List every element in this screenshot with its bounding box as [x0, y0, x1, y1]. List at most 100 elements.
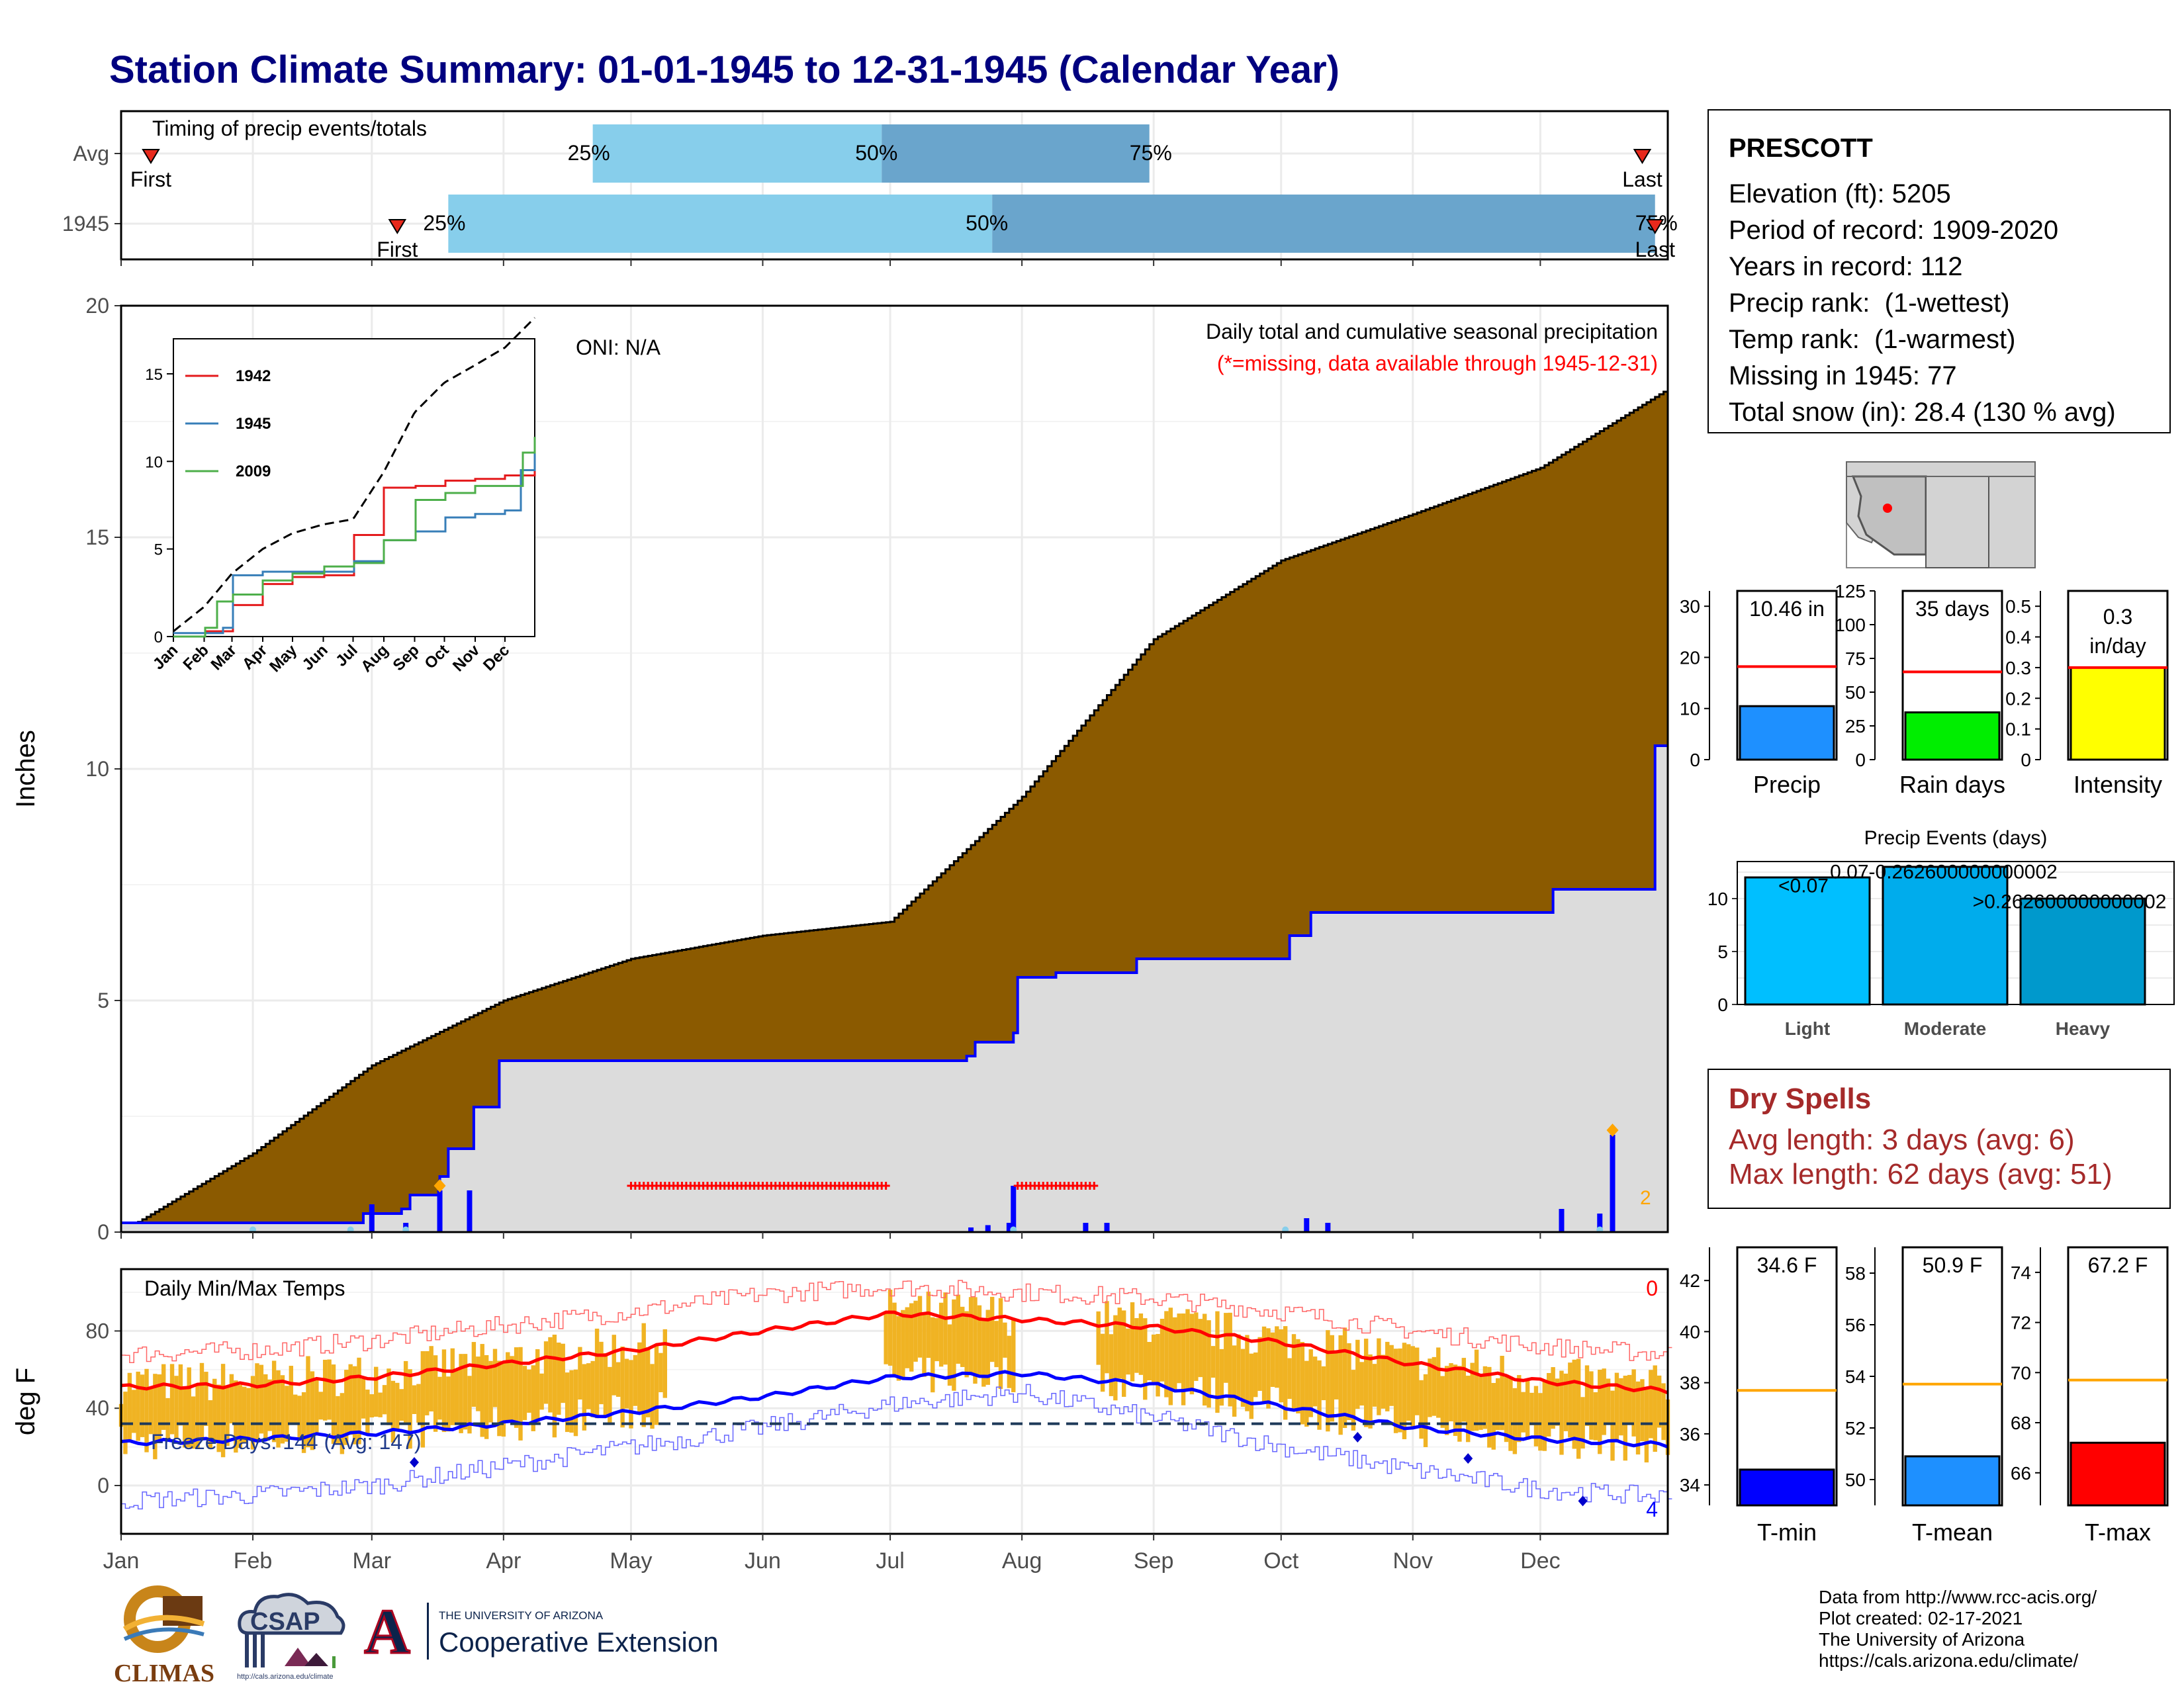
timing-bar-q2: [592, 124, 882, 183]
rain-days-chart: 0 25 50 75 100 125 35 days Rain days: [1835, 581, 2005, 798]
rain-days-chart-value-bar: [1904, 711, 2001, 761]
temp-panel-border: [120, 1268, 1669, 1535]
dry-spells-title: Dry Spells: [1729, 1083, 1872, 1115]
temp-daily-bar: [378, 1392, 383, 1417]
tmean-chart-y-tick-label: 54: [1845, 1366, 1866, 1387]
temp-daily-bar: [569, 1370, 574, 1433]
precip-events-category-label: Moderate: [1904, 1018, 1986, 1039]
temp-daily-bar: [1202, 1313, 1207, 1406]
temp-daily-bar: [178, 1364, 183, 1426]
temp-daily-bar: [488, 1360, 493, 1423]
temp-daily-bar: [148, 1388, 154, 1435]
temp-daily-bar: [1291, 1334, 1297, 1411]
temp-record-line: [121, 1384, 1672, 1510]
rain-days-chart-category-label: Rain days: [1899, 771, 2005, 798]
temp-daily-bar: [1236, 1334, 1241, 1398]
temp-daily-bar: [633, 1355, 638, 1406]
temp-daily-bar: [459, 1354, 463, 1433]
temp-daily-bar: [1598, 1369, 1602, 1454]
temp-daily-bar: [1559, 1370, 1564, 1455]
temp-daily-bar: [234, 1380, 238, 1453]
temp-daily-bar: [327, 1359, 332, 1420]
temp-daily-bar: [1432, 1356, 1437, 1416]
temp-daily-bar: [1398, 1348, 1402, 1433]
temp-daily-bar: [1185, 1309, 1190, 1391]
temp-daily-bar: [395, 1382, 400, 1429]
temp-y-axis-label: deg F: [11, 1368, 40, 1435]
temp-daily-bar: [582, 1364, 587, 1431]
temp-daily-bar: [132, 1390, 136, 1433]
temp-daily-bar: [938, 1302, 944, 1367]
timing-first-marker: [142, 149, 160, 164]
precip-events-bar-label: <0.07: [1778, 875, 1829, 897]
temp-daily-bar: [183, 1387, 187, 1448]
csap-logo: CSAP http://cals.arizona.edu/climate: [232, 1587, 351, 1686]
temp-record-line: [121, 1280, 1672, 1364]
temp-daily-bar: [1551, 1367, 1555, 1429]
temp-daily-bar: [1126, 1328, 1130, 1375]
tmean-chart: 50 52 54 56 58 50.9 F T-mean: [1845, 1246, 2003, 1546]
intensity-chart-y-tick-label: 0.4: [2005, 627, 2031, 648]
temp-freeze-label: Freeze Days: 144 (Avg: 147): [151, 1430, 422, 1454]
temp-daily-bar: [1347, 1343, 1351, 1421]
temp-daily-bar: [1359, 1362, 1364, 1406]
temp-daily-bar: [654, 1346, 659, 1425]
temp-daily-bar: [429, 1346, 433, 1412]
precip-y-tick-label: 5: [97, 989, 109, 1012]
temp-daily-bar: [1143, 1318, 1148, 1400]
temp-daily-bar: [501, 1362, 506, 1437]
temp-daily-bar: [1151, 1334, 1156, 1382]
temp-daily-bar: [1368, 1354, 1373, 1429]
temp-daily-bar: [994, 1321, 999, 1368]
temp-daily-bar: [952, 1299, 956, 1391]
temp-daily-bar: [1275, 1326, 1279, 1388]
precip-events-category-label: Heavy: [2056, 1018, 2111, 1039]
precip-events-chart: Precip Events (days) 0 5 10 Light Moderate Hea…: [1707, 827, 2175, 1039]
timing-first-marker: [388, 219, 407, 234]
temp-daily-bar: [390, 1380, 396, 1443]
temp-daily-bar: [293, 1394, 298, 1425]
temp-daily-bar: [446, 1376, 451, 1432]
timing-panel: 25%50%75%FirstLastAvg25%50%75%FirstLast1…: [62, 110, 1678, 266]
temp-daily-bar: [1121, 1310, 1126, 1397]
temp-daily-bar: [229, 1374, 234, 1424]
temp-daily-bar: [1156, 1333, 1160, 1397]
month-axis-label: Apr: [486, 1548, 521, 1574]
temp-daily-bar: [917, 1296, 923, 1358]
temp-daily-bar: [1181, 1313, 1186, 1405]
precip-events-bar-label: >0.262600000000002: [1973, 891, 2167, 912]
temp-daily-bar: [1377, 1338, 1381, 1415]
precip-y-axis-label: Inches: [11, 730, 40, 808]
precip-total-chart-y-tick-label: 20: [1680, 647, 1700, 668]
temp-daily-bar: [1614, 1372, 1619, 1443]
temp-daily-bar: [1287, 1358, 1292, 1399]
temp-daily-bar: [1423, 1374, 1428, 1448]
temp-daily-bar: [964, 1311, 969, 1378]
temp-daily-bar: [1381, 1355, 1386, 1409]
temp-daily-bar: [1253, 1352, 1258, 1398]
intensity-chart-value-unit: in/day: [2089, 634, 2146, 658]
temp-daily-bar: [157, 1374, 161, 1443]
temp-daily-bar: [276, 1370, 281, 1448]
precip-1945-area: [121, 746, 1668, 1232]
temp-daily-bar: [629, 1360, 633, 1429]
precip-events-frame: [1737, 861, 2175, 1005]
temp-daily-bar: [1147, 1341, 1152, 1381]
temp-daily-bar: [1177, 1313, 1181, 1384]
inset-series-line: [173, 453, 536, 635]
temp-daily-bar: [492, 1349, 498, 1407]
temp-daily-bar: [1266, 1328, 1271, 1409]
precip-events-bar: [1882, 866, 2009, 1006]
tmax-chart-y-tick-label: 74: [2011, 1263, 2031, 1283]
temp-daily-bar: [637, 1342, 642, 1412]
month-axis-label: Nov: [1393, 1548, 1433, 1574]
temp-daily-bar: [1512, 1388, 1518, 1454]
precip-annot-missing: (*=missing, data available through 1945-…: [1217, 351, 1658, 375]
precip-y-tick-label: 10: [85, 757, 109, 781]
temp-daily-bar: [981, 1317, 986, 1387]
temp-record-high-count: 0: [1646, 1276, 1658, 1300]
temp-daily-bar: [1631, 1369, 1636, 1437]
temp-daily-bar: [1525, 1379, 1530, 1440]
